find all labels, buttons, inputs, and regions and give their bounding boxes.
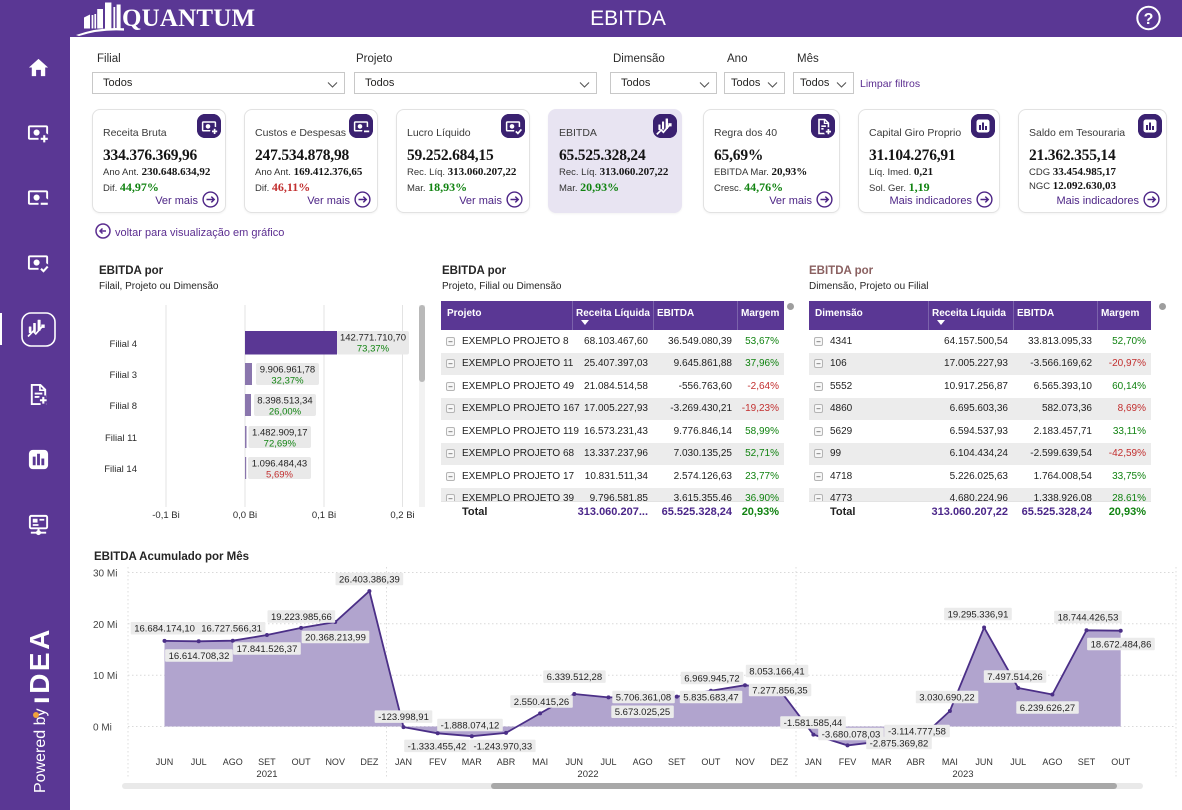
svg-text:SET: SET — [668, 757, 686, 767]
svg-text:-1.581.585,44: -1.581.585,44 — [784, 718, 843, 729]
svg-text:32,37%: 32,37% — [271, 376, 304, 387]
svg-text:6.339.512,28: 6.339.512,28 — [547, 672, 602, 683]
svg-text:0 Mi: 0 Mi — [93, 723, 112, 734]
svg-text:26,00%: 26,00% — [269, 407, 302, 418]
svg-text:?: ? — [1144, 11, 1154, 28]
svg-text:6.239.626,27: 6.239.626,27 — [1020, 703, 1075, 714]
svg-text:NOV: NOV — [735, 757, 755, 767]
svg-text:OUT: OUT — [701, 757, 721, 767]
svg-text:AGO: AGO — [633, 757, 653, 767]
svg-text:5.706.361,08: 5.706.361,08 — [616, 693, 671, 704]
svg-text:DEZ: DEZ — [770, 757, 789, 767]
svg-text:JAN: JAN — [805, 757, 822, 767]
svg-text:ABR: ABR — [497, 757, 516, 767]
svg-text:MAR: MAR — [462, 757, 483, 767]
svg-text:AGO: AGO — [223, 757, 243, 767]
svg-text:26.403.386,39: 26.403.386,39 — [339, 575, 400, 586]
svg-text:Filial 8: Filial 8 — [110, 401, 137, 412]
svg-text:AGO: AGO — [1042, 757, 1062, 767]
svg-text:-3.114.777,58: -3.114.777,58 — [888, 727, 946, 738]
svg-text:18.672.484,86: 18.672.484,86 — [1091, 640, 1152, 651]
svg-text:-1.888.074,12: -1.888.074,12 — [441, 721, 500, 732]
svg-text:-3.680.078,03: -3.680.078,03 — [822, 730, 881, 741]
svg-text:6.969.945,72: 6.969.945,72 — [684, 674, 739, 685]
svg-text:16.727.566,31: 16.727.566,31 — [201, 624, 262, 635]
svg-text:JUN: JUN — [156, 757, 174, 767]
svg-text:142.771.710,70: 142.771.710,70 — [340, 333, 406, 344]
svg-text:Filial 11: Filial 11 — [105, 433, 137, 444]
svg-text:FEV: FEV — [839, 757, 857, 767]
svg-text:JUN: JUN — [566, 757, 584, 767]
svg-text:MAI: MAI — [942, 757, 958, 767]
svg-text:0,1 Bi: 0,1 Bi — [312, 510, 336, 521]
svg-text:20 Mi: 20 Mi — [93, 620, 117, 631]
svg-text:MAR: MAR — [872, 757, 893, 767]
svg-text:-2.875.369,82: -2.875.369,82 — [870, 739, 929, 750]
svg-text:3.030.690,22: 3.030.690,22 — [919, 693, 974, 704]
svg-text:10 Mi: 10 Mi — [93, 671, 117, 682]
svg-text:0,0 Bi: 0,0 Bi — [233, 510, 257, 521]
svg-text:2022: 2022 — [577, 769, 598, 780]
svg-text:72,69%: 72,69% — [264, 439, 297, 450]
svg-text:8.398.513,34: 8.398.513,34 — [257, 396, 312, 407]
svg-text:MAI: MAI — [532, 757, 548, 767]
svg-text:-123.998,91: -123.998,91 — [378, 712, 429, 723]
svg-text:20.368.213,99: 20.368.213,99 — [305, 633, 366, 644]
svg-text:OUT: OUT — [1111, 757, 1131, 767]
svg-text:2021: 2021 — [256, 769, 277, 780]
svg-text:19.223.985,66: 19.223.985,66 — [271, 612, 332, 623]
svg-text:SET: SET — [1078, 757, 1096, 767]
svg-text:7.277.856,35: 7.277.856,35 — [752, 686, 807, 697]
svg-text:SET: SET — [258, 757, 276, 767]
svg-text:ABR: ABR — [907, 757, 926, 767]
svg-text:JUL: JUL — [600, 757, 616, 767]
svg-text:JUN: JUN — [975, 757, 993, 767]
svg-text:Filial 14: Filial 14 — [104, 464, 137, 475]
svg-text:Filial 3: Filial 3 — [110, 370, 137, 381]
svg-text:7.497.514,26: 7.497.514,26 — [987, 672, 1042, 683]
svg-text:DEZ: DEZ — [360, 757, 379, 767]
svg-text:Filial 4: Filial 4 — [110, 339, 137, 350]
svg-text:NOV: NOV — [325, 757, 345, 767]
svg-text:19.295.336,91: 19.295.336,91 — [948, 610, 1009, 621]
svg-text:2.550.415,26: 2.550.415,26 — [514, 697, 569, 708]
svg-text:JUL: JUL — [1010, 757, 1026, 767]
svg-text:8.053.166,41: 8.053.166,41 — [749, 667, 804, 678]
svg-text:9.906.961,78: 9.906.961,78 — [260, 365, 315, 376]
svg-text:-1.243.970,33: -1.243.970,33 — [473, 741, 532, 752]
svg-text:17.841.526,37: 17.841.526,37 — [237, 644, 298, 655]
svg-text:5.673.025,25: 5.673.025,25 — [615, 707, 670, 718]
svg-text:16.614.708,32: 16.614.708,32 — [169, 651, 230, 662]
svg-text:JAN: JAN — [395, 757, 412, 767]
svg-text:30 Mi: 30 Mi — [93, 569, 117, 580]
svg-text:0,2 Bi: 0,2 Bi — [390, 510, 414, 521]
svg-text:2023: 2023 — [952, 769, 973, 780]
svg-text:73,37%: 73,37% — [357, 344, 390, 355]
svg-text:1.482.909,17: 1.482.909,17 — [252, 428, 307, 439]
svg-text:-1.333.455,42: -1.333.455,42 — [408, 741, 467, 752]
svg-text:5.835.683,47: 5.835.683,47 — [683, 693, 738, 704]
svg-text:JUL: JUL — [191, 757, 207, 767]
svg-text:16.684.174,10: 16.684.174,10 — [134, 624, 195, 635]
svg-text:OUT: OUT — [292, 757, 312, 767]
svg-text:18.744.426,53: 18.744.426,53 — [1058, 613, 1119, 624]
svg-text:5,69%: 5,69% — [266, 470, 293, 481]
svg-text:1.096.484,43: 1.096.484,43 — [252, 459, 307, 470]
svg-text:-0,1 Bi: -0,1 Bi — [152, 510, 179, 521]
svg-text:FEV: FEV — [429, 757, 447, 767]
